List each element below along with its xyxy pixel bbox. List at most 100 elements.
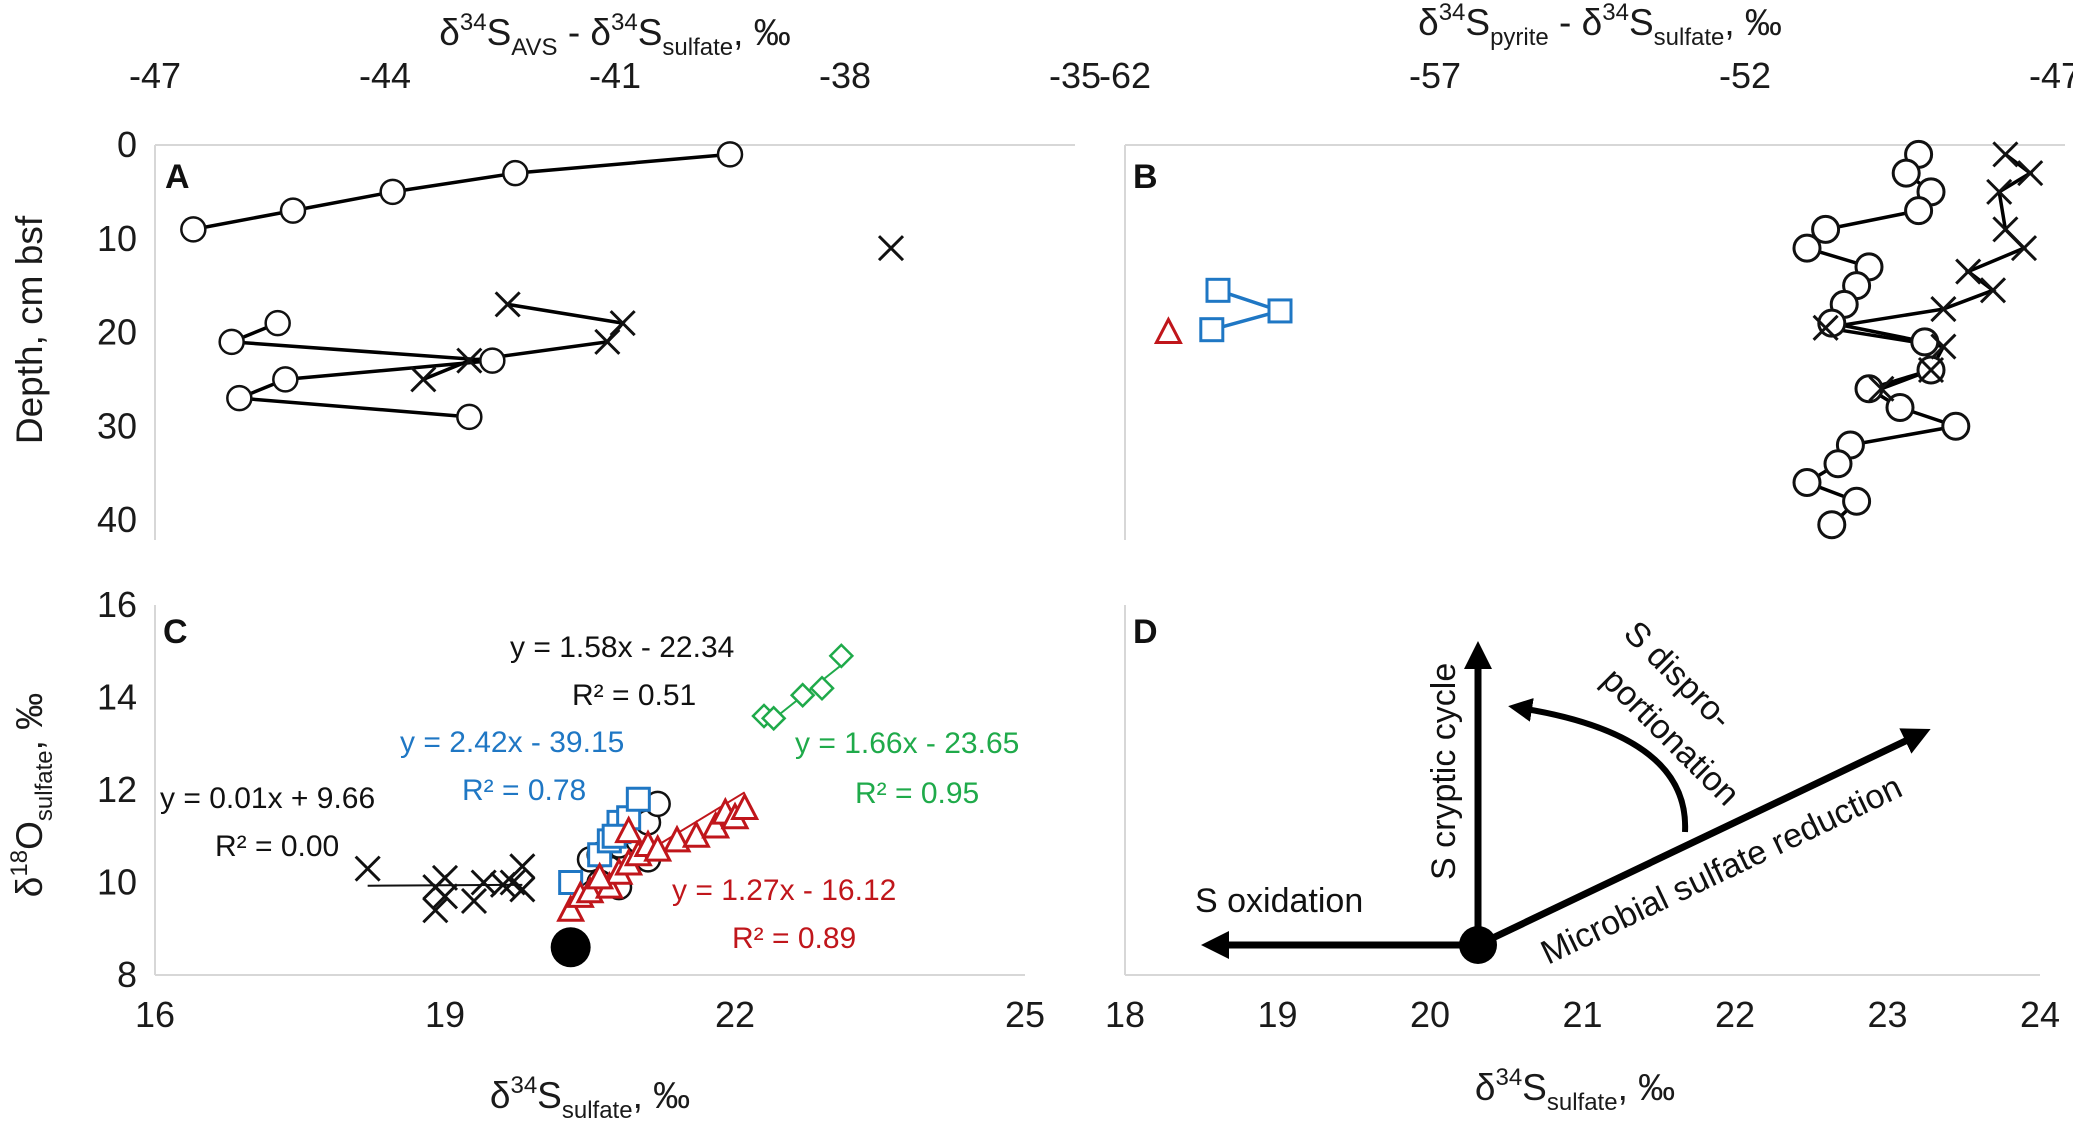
fit-r2-diamonds: R² = 0.95 (855, 777, 979, 810)
sulfate-reduction-arrow (1476, 728, 1931, 949)
panel-d-x-tick: 18 (1105, 994, 1145, 1035)
panel-a-point-circle (272, 366, 299, 393)
panel-a-series-line (422, 302, 626, 381)
panel-c-y-tick: 8 (117, 954, 137, 995)
panel-a-plot (180, 141, 905, 431)
panel-b-point-square (1199, 317, 1225, 343)
panel-a-x-tick: -44 (359, 55, 411, 96)
panel-d: 18 19 20 21 22 23 24 D S oxidation S cryptic c… (1105, 605, 2060, 1116)
panel-a-point-circle (264, 309, 291, 337)
panel-d-x-tick: 23 (1867, 994, 1907, 1035)
panel-b-x-tick: -47 (2029, 55, 2073, 96)
panel-a-y-ticks: 0 10 20 30 40 (97, 124, 137, 540)
panel-b-plot (1153, 139, 2044, 540)
fit-r2-triangles: R² = 0.89 (732, 922, 856, 955)
panel-a-point-x (494, 291, 521, 318)
panel-b-point-circle (1817, 510, 1847, 540)
panel-a-point-circle (279, 197, 307, 224)
panel-c-point-triangle (730, 792, 760, 820)
panel-b-point-circle (1823, 449, 1853, 479)
panel-a-point-x (410, 366, 437, 393)
panel-b-point-x (1812, 314, 1839, 341)
panel-b-point-x (1930, 296, 1957, 323)
panel-c-point-x (460, 887, 488, 915)
panel-c-y-tick: 14 (97, 677, 137, 718)
panel-a-point-x (877, 235, 905, 262)
panel-c-point-triangle (585, 861, 615, 890)
panel-a-y-tick: 10 (97, 218, 137, 259)
panel-c-x-tick: 16 (135, 994, 175, 1035)
panel-a-point-circle (502, 159, 529, 187)
panel-b-point-triangle (1153, 316, 1183, 344)
panel-c-plot (354, 643, 855, 968)
panel-a-x-tick: -38 (819, 55, 871, 96)
panel-c-y-ticks: 8 10 12 14 16 (97, 584, 137, 995)
panel-label-c: C (163, 613, 188, 651)
panel-c-point-x (422, 897, 449, 924)
panel-a-point-circle (180, 216, 207, 243)
panel-d-x-tick: 20 (1410, 994, 1450, 1035)
panel-a-point-circle (379, 178, 406, 206)
panel-a-y-tick: 30 (97, 405, 137, 446)
panel-c-point-x (431, 883, 459, 910)
fit-r2-crosses: R² = 0.00 (215, 830, 339, 863)
panel-b-point-circle (1842, 486, 1872, 516)
label-s-oxidation: S oxidation (1195, 882, 1363, 920)
panel-d-x-tick: 19 (1257, 994, 1297, 1035)
panel-c-x-ticks: 16 19 22 25 (135, 994, 1045, 1035)
panel-c-point-x (431, 864, 459, 891)
panel-c-point-triangle (556, 894, 586, 922)
panel-label-a: A (165, 158, 190, 196)
panel-b-x-ticks: -62 -57 -52 -47 (1099, 55, 2073, 96)
panel-c-point-triangle (575, 875, 605, 904)
panel-b-point-square (1205, 277, 1231, 303)
panel-a-y-tick: 20 (97, 312, 137, 353)
panel-b: -62 -57 -52 -47 B δ34Spyrite - δ34Ssulfate,… (1099, 0, 2073, 540)
panel-a: -47 -44 -41 -38 -35 0 10 20 30 40 A δ34SAVS - δ3… (9, 9, 1101, 540)
fit-eq-squares: y = 2.42x - 39.15 (400, 726, 624, 759)
panel-c-point-triangle (662, 824, 692, 853)
fit-r2-squares: R² = 0.78 (462, 774, 586, 807)
panel-b-point-x (1868, 375, 1895, 402)
panel-b-point-x (2010, 235, 2038, 262)
disproportionation-arrow (1508, 698, 1689, 833)
panel-c-x-axis-label: δ34Ssulfate, ‰ (490, 1072, 690, 1124)
panel-c-point-x (354, 855, 381, 882)
origin-point (1459, 926, 1497, 964)
panel-b-point-circle (1910, 327, 1940, 357)
panel-a-point-circle (479, 347, 506, 374)
panel-c-point-x (509, 853, 536, 880)
panel-c-point-filled-circle (550, 927, 591, 968)
panel-c-point-triangle (681, 820, 711, 848)
panel-a-point-circle (716, 141, 744, 168)
panel-a-point-x (594, 328, 621, 355)
panel-c-point-square (625, 786, 651, 812)
panel-b-point-square (1267, 298, 1293, 324)
panel-c-point-triangle (643, 833, 673, 862)
panel-c-y-tick: 10 (97, 862, 137, 903)
panel-a-y-axis-label: Depth, cm bsf (9, 215, 50, 444)
panel-d-x-tick: 22 (1715, 994, 1755, 1035)
panel-b-point-circle (1904, 196, 1934, 226)
panel-b-point-circle (1885, 393, 1915, 422)
fit-eq-circles: y = 1.58x - 22.34 (510, 631, 734, 664)
panel-b-point-x (1979, 277, 2007, 304)
panel-c-y-tick: 12 (97, 769, 137, 810)
panel-b-point-circle (1854, 374, 1884, 404)
fit-eq-triangles: y = 1.27x - 16.12 (672, 874, 896, 907)
panel-b-point-x (1917, 356, 1945, 384)
panel-c-point-diamond (789, 682, 816, 708)
panel-d-x-tick: 24 (2020, 994, 2060, 1035)
panel-b-point-x (1986, 178, 2013, 205)
panel-a-x-tick: -47 (129, 55, 181, 96)
panel-b-point-circle (1811, 214, 1841, 244)
panel-a-point-x (609, 310, 636, 337)
panel-a-x-tick: -41 (589, 55, 641, 96)
panel-d-x-ticks: 18 19 20 21 22 23 24 (1105, 994, 2060, 1035)
panel-a-point-circle (456, 403, 483, 431)
panel-b-x-tick: -57 (1409, 55, 1461, 96)
panel-c-fit-line (367, 883, 523, 887)
panel-d-x-tick: 21 (1562, 994, 1602, 1035)
panel-a-x-ticks: -47 -44 -41 -38 -35 (129, 55, 1101, 96)
